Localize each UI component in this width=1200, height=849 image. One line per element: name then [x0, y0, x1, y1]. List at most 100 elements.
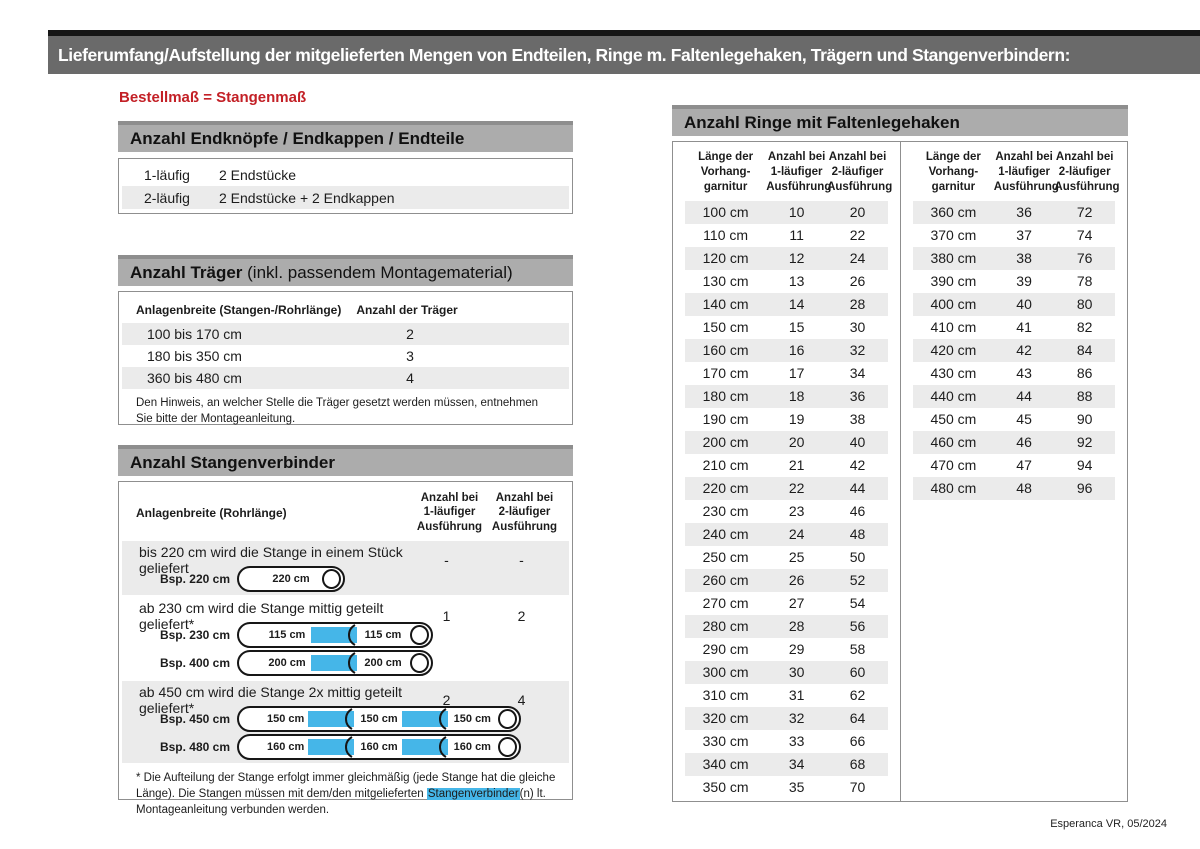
ringe-table-row: 150 cm 15 30: [685, 316, 888, 339]
ringe-table-cell: 340 cm: [702, 756, 749, 773]
group-text-row: ab 450 cm wird die Stange 2x mittig gete…: [122, 683, 569, 716]
ringe-table-row: 200 cm 20 40: [685, 430, 888, 454]
rod-diagram: 220 cm: [237, 566, 345, 593]
ringe-table-cell: 33: [788, 733, 805, 750]
ringe-table-row: 410 cm 41 82: [913, 316, 1115, 339]
ringe-table-cell: 45: [1016, 411, 1032, 428]
rod-diagram: 200 cm 200 cm: [237, 650, 433, 677]
count-cell: 3: [406, 348, 414, 364]
table-header-row: Länge der Vorhang-garnitur Anzahl bei 1-lä…: [913, 150, 1120, 195]
ringe-table-cell: 14: [788, 296, 805, 313]
ringe-table-cell: 84: [1076, 342, 1093, 359]
ringe-table-row: 140 cm 14 28: [685, 292, 888, 316]
ringe-table-row: 270 cm 27 54: [685, 592, 888, 615]
ringe-table-row: 360 cm 36 72: [913, 200, 1115, 224]
ringe-table-cell: 470 cm: [930, 457, 977, 474]
column-header-anlagenbreite: Anlagenbreite (Rohrlänge): [136, 505, 287, 520]
ringe-table-cell: 92: [1076, 434, 1093, 451]
ringe-table-cell: 170 cm: [702, 365, 749, 382]
rod-segment: 115 cm: [335, 624, 431, 646]
ringe-table-cell: 26: [788, 572, 805, 589]
ringe-table-cell: 41: [1016, 319, 1032, 336]
ringe-table-row: 340 cm 34 68: [685, 752, 888, 776]
column-header-1-laeufig: Anzahl bei 1-läufiger Ausführung: [766, 151, 832, 193]
ringe-table-cell: 96: [1076, 480, 1093, 497]
ringe-table-row: 120 cm 12 24: [685, 246, 888, 270]
column-header-anlagenbreite: Anlagenbreite (Stangen-/Rohrlänge): [136, 303, 342, 317]
ringe-table-row: 460 cm 46 92: [913, 430, 1115, 454]
traeger-note: Den Hinweis, an welcher Stelle die Träge…: [136, 397, 539, 425]
ringe-table-cell: 24: [788, 526, 805, 543]
ringe-table-cell: 20: [849, 204, 866, 221]
ringe-table-cell: 34: [788, 756, 805, 773]
ringe-table-cell: 140 cm: [702, 296, 749, 313]
ringe-table-cell: 320 cm: [702, 710, 749, 727]
ringe-table-cell: 37: [1016, 227, 1032, 244]
ringe-table-cell: 35: [788, 779, 805, 796]
ringe-table: Länge der Vorhang-garnitur Anzahl bei 1-lä…: [672, 141, 1128, 802]
ringe-table-cell: 160 cm: [702, 342, 749, 359]
count-1-laeufig: -: [444, 552, 449, 569]
group-description: bis 220 cm wird die Stange in einem Stüc…: [139, 544, 403, 577]
ringe-table-cell: 210 cm: [702, 457, 749, 474]
ringe-table-cell: 190 cm: [702, 411, 749, 428]
ringe-table-cell: 16: [788, 342, 805, 359]
ringe-table-cell: 80: [1076, 296, 1093, 313]
ringe-table-cell: 240 cm: [702, 526, 749, 543]
ringe-table-cell: 90: [1076, 411, 1093, 428]
ringe-table-cell: 50: [849, 549, 866, 566]
rod-connector-highlight: [311, 627, 357, 644]
ringe-table-cell: 66: [849, 733, 866, 750]
footnote: * Die Aufteilung der Stange erfolgt imme…: [136, 772, 556, 817]
ringe-table-row: 240 cm 24 48: [685, 522, 888, 546]
ringe-table-row: 470 cm 47 94: [913, 454, 1115, 477]
traeger-table: Anlagenbreite (Stangen-/Rohrlänge) Anzah…: [118, 291, 573, 425]
rod-segment-length: 200 cm: [268, 657, 306, 670]
count-2-laeufig: -: [519, 552, 524, 569]
ringe-table-cell: 280 cm: [702, 618, 749, 635]
ringe-table-cell: 28: [849, 296, 866, 313]
rod-example-row: Bsp. 230 cm 115 cm 115 cm: [122, 621, 569, 649]
ringe-table-left-half: Länge der Vorhang-garnitur Anzahl bei 1-lä…: [673, 142, 900, 801]
section-header-endteile-label: Anzahl Endknöpfe / Endkappen / Endteile: [130, 128, 465, 148]
rod-segment: 200 cm: [239, 652, 335, 674]
ringe-table-cell: 480 cm: [930, 480, 977, 497]
rod-segment: 115 cm: [239, 624, 335, 646]
rod-segment: 160 cm: [332, 736, 425, 758]
count-1-laeufig: 1: [442, 608, 451, 625]
ringe-table-cell: 76: [1076, 250, 1093, 267]
ringe-table-row: 480 cm 48 96: [913, 476, 1115, 500]
ringe-table-cell: 40: [849, 434, 866, 451]
ringe-table-cell: 39: [1016, 273, 1032, 290]
rod-connector-highlight: [311, 655, 357, 672]
table-header-row: Anlagenbreite (Stangen-/Rohrlänge) Anzah…: [119, 295, 572, 323]
ringe-table-cell: 110 cm: [703, 227, 749, 244]
rod-segment-length: 150 cm: [453, 713, 491, 726]
rod-joint-arc-icon: [345, 736, 353, 758]
ringe-table-row: 160 cm 16 32: [685, 338, 888, 362]
table-header-row: Länge der Vorhang-garnitur Anzahl bei 1-lä…: [685, 150, 892, 195]
section-header-stangenverbinder: Anzahl Stangenverbinder: [118, 445, 573, 476]
ringe-table-cell: 420 cm: [930, 342, 977, 359]
group-text-row: bis 220 cm wird die Stange in einem Stüc…: [122, 543, 569, 576]
range-cell: 100 bis 170 cm: [147, 326, 242, 342]
column-header-2-laeufig: Anzahl bei 2-läufiger Ausführung: [491, 492, 558, 533]
ringe-table-row: 450 cm 45 90: [913, 408, 1115, 431]
ringe-table-cell: 42: [849, 457, 866, 474]
ringe-table-cell: 410 cm: [930, 319, 977, 336]
rod-joint-arc-icon: [439, 736, 447, 758]
verbinder-group-ab-230: ab 230 cm wird die Stange mittig geteilt…: [122, 597, 569, 679]
ringe-rows-right: 360 cm 36 72 370 cm 37 74 380 cm 38 76 390 cm 39 78…: [913, 200, 1115, 500]
range-cell: 360 bis 480 cm: [147, 370, 242, 386]
ringe-table-cell: 70: [849, 779, 866, 796]
ringe-table-cell: 31: [788, 687, 805, 704]
ringe-table-cell: 19: [788, 411, 805, 428]
ringe-table-row: 180 cm 18 36: [685, 384, 888, 408]
rod-example-label: Bsp. 400 cm: [159, 656, 230, 671]
rod-connector-highlight: [402, 739, 448, 756]
count-cell: 2: [406, 326, 414, 342]
ringe-table-cell: 180 cm: [702, 388, 749, 405]
rod-segment-length: 200 cm: [364, 657, 402, 670]
rod-endcap-icon: [410, 625, 429, 646]
ringe-table-cell: 260 cm: [702, 572, 749, 589]
